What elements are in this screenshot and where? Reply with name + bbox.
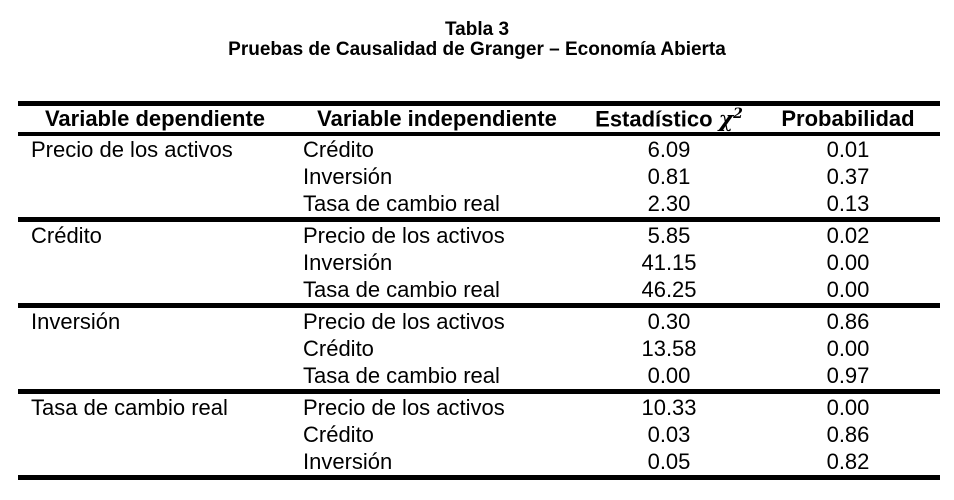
chi-statistic-cell: 5.85 [647, 223, 691, 249]
chi-statistic-cell: 0.81 [647, 164, 691, 190]
table-row: Tasa de cambio real 0.00 0.97 [18, 362, 940, 392]
probability-cell: 0.13 [826, 191, 870, 217]
chi-statistic-cell: 13.58 [641, 336, 697, 362]
probability-cell: 0.00 [826, 250, 870, 276]
table-row: Crédito 0.03 0.86 [18, 421, 940, 448]
table-row: Inversión Precio de los activos 0.30 0.8… [18, 306, 940, 336]
probability-cell: 0.00 [826, 336, 870, 362]
group-precio-de-los-activos: Precio de los activos Crédito 6.09 0.01 … [18, 134, 940, 220]
title-block: Tabla 3 Pruebas de Causalidad de Granger… [0, 20, 954, 60]
independent-variable-cell: Inversión [303, 164, 393, 190]
dependent-variable-cell: Precio de los activos [31, 137, 233, 163]
independent-variable-cell: Tasa de cambio real [303, 191, 500, 217]
independent-variable-cell: Crédito [303, 422, 374, 448]
probability-cell: 0.37 [826, 164, 870, 190]
table-row: Tasa de cambio real 46.25 0.00 [18, 276, 940, 306]
table-row: Tasa de cambio real Precio de los activo… [18, 392, 940, 422]
table-row: Inversión 41.15 0.00 [18, 249, 940, 276]
group-credito: Crédito Precio de los activos 5.85 0.02 … [18, 219, 940, 306]
table-number: Tabla 3 [444, 19, 510, 40]
probability-cell: 0.00 [826, 395, 870, 421]
table-row: Tasa de cambio real 2.30 0.13 [18, 190, 940, 220]
chi-exponent: 2 [733, 106, 743, 122]
independent-variable-cell: Crédito [303, 137, 374, 163]
probability-cell: 0.97 [826, 363, 870, 389]
table-row: Crédito Precio de los activos 5.85 0.02 [18, 220, 940, 250]
probability-cell: 0.00 [826, 277, 870, 303]
independent-variable-cell: Crédito [303, 336, 374, 362]
independent-variable-cell: Tasa de cambio real [303, 277, 500, 303]
probability-cell: 0.86 [826, 309, 870, 335]
dependent-variable-cell: Tasa de cambio real [31, 395, 228, 421]
header-row: Variable dependiente Variable independie… [18, 104, 940, 135]
chi-statistic-cell: 0.00 [647, 363, 691, 389]
header-independent-variable: Variable independiente [317, 106, 557, 132]
table-row: Inversión 0.81 0.37 [18, 163, 940, 190]
probability-cell: 0.86 [826, 422, 870, 448]
chi-statistic-cell: 46.25 [641, 277, 697, 303]
chi-statistic-cell: 10.33 [641, 395, 697, 421]
probability-cell: 0.01 [826, 137, 870, 163]
independent-variable-cell: Precio de los activos [303, 395, 505, 421]
table-caption: Pruebas de Causalidad de Granger – Econo… [228, 39, 726, 60]
table-row: Inversión 0.05 0.82 [18, 448, 940, 478]
probability-cell: 0.02 [826, 223, 870, 249]
chi-statistic-cell: 0.05 [647, 449, 691, 475]
chi-statistic-cell: 0.30 [647, 309, 691, 335]
chi-statistic-cell: 0.03 [647, 422, 691, 448]
header-chi-statistic: Estadístico χ2 [582, 104, 756, 135]
independent-variable-cell: Inversión [303, 449, 393, 475]
independent-variable-cell: Precio de los activos [303, 309, 505, 335]
probability-cell: 0.82 [826, 449, 870, 475]
independent-variable-cell: Precio de los activos [303, 223, 505, 249]
granger-causality-table: Variable dependiente Variable independie… [18, 101, 940, 481]
independent-variable-cell: Tasa de cambio real [303, 363, 500, 389]
chi-statistic-cell: 41.15 [641, 250, 697, 276]
dependent-variable-cell: Inversión [31, 309, 121, 335]
independent-variable-cell: Inversión [303, 250, 393, 276]
group-tasa-de-cambio-real: Tasa de cambio real Precio de los activo… [18, 391, 940, 478]
group-inversion: Inversión Precio de los activos 0.30 0.8… [18, 305, 940, 392]
chi-statistic-cell: 6.09 [647, 137, 691, 163]
table-row: Precio de los activos Crédito 6.09 0.01 [18, 134, 940, 163]
chi-statistic-cell: 2.30 [647, 191, 691, 217]
chi-symbol: χ [718, 106, 734, 133]
dependent-variable-cell: Crédito [31, 223, 102, 249]
header-chi-statistic-text: Estadístico [595, 106, 719, 132]
header-dependent-variable: Variable dependiente [44, 106, 266, 132]
table-row: Crédito 13.58 0.00 [18, 335, 940, 362]
header-probability: Probabilidad [781, 106, 915, 132]
